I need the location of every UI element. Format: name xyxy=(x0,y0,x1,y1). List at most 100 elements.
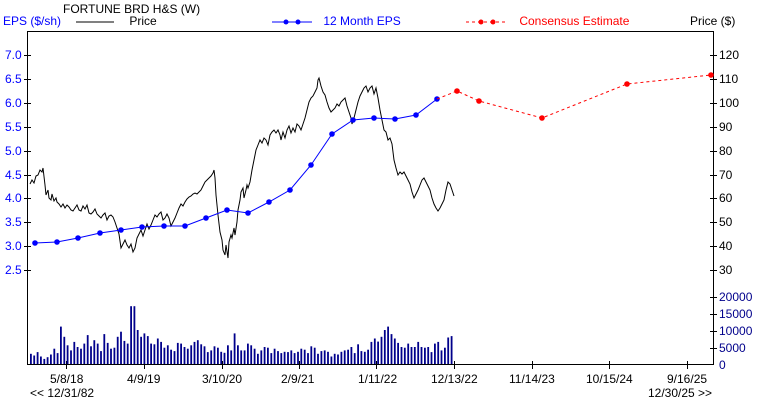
volume-bar xyxy=(203,346,206,364)
volume-bar xyxy=(230,350,233,364)
back-nav-link[interactable]: << 12/31/82 xyxy=(30,386,95,400)
volume-bar xyxy=(397,342,399,364)
volume-bar xyxy=(347,349,349,364)
volume-bar xyxy=(343,350,346,364)
volume-bar xyxy=(100,351,102,364)
volume-bar xyxy=(340,351,343,364)
eps-tick: 2.5 xyxy=(5,263,22,277)
volume-bar xyxy=(73,341,76,364)
volume-bar xyxy=(450,336,453,364)
volume-bar xyxy=(323,350,326,364)
volume-bar xyxy=(300,348,303,364)
volume-bar xyxy=(210,350,213,364)
volume-bar xyxy=(363,351,366,364)
eps-tick: 3.0 xyxy=(5,239,22,253)
volume-bar xyxy=(150,343,152,364)
volume-bar xyxy=(217,347,219,364)
volume-bar xyxy=(196,340,199,364)
volume-bar xyxy=(76,347,79,364)
volume-bar xyxy=(437,341,440,364)
volume-bar xyxy=(80,348,82,364)
volume-bar xyxy=(260,350,263,364)
price-tick: 90 xyxy=(719,120,733,134)
eps-tick: 6.0 xyxy=(5,96,22,110)
volume-bar xyxy=(60,326,62,364)
volume-bar xyxy=(220,351,223,364)
volume-tick: 20000 xyxy=(719,290,753,304)
volume-bar xyxy=(133,306,136,364)
volume-bar xyxy=(233,333,236,364)
consensus-points xyxy=(454,72,714,121)
volume-bar xyxy=(283,351,286,364)
price-tick: 80 xyxy=(719,144,733,158)
volume-bar xyxy=(70,350,72,364)
eps-tick: 4.0 xyxy=(5,191,22,205)
volume-bar xyxy=(240,350,243,364)
volume-bar xyxy=(200,344,203,364)
eps-tick: 7.0 xyxy=(5,48,22,62)
legend-consensus-label: Consensus Estimate xyxy=(519,14,630,28)
x-tick: 9/16/25 xyxy=(667,372,708,386)
volume-bar xyxy=(66,345,69,364)
volume-bar xyxy=(160,341,162,364)
volume-bar xyxy=(380,336,383,364)
x-tick: 1/11/22 xyxy=(358,372,398,386)
eps-tick: 3.5 xyxy=(5,215,22,229)
volume-bar xyxy=(183,347,186,364)
legend-eps: 12 Month EPS xyxy=(272,14,401,29)
volume-bar xyxy=(280,353,283,364)
volume-bar xyxy=(330,356,333,364)
volume-bar xyxy=(310,346,313,364)
volume-bar xyxy=(166,345,169,364)
volume-bar xyxy=(350,347,353,364)
volume-bar xyxy=(53,348,56,364)
volume-bar xyxy=(333,353,336,364)
volume-bar xyxy=(420,347,423,364)
volume-bar xyxy=(63,336,66,364)
volume-bar xyxy=(407,343,410,364)
volume-bar xyxy=(33,355,36,364)
volume-bar xyxy=(430,352,433,364)
x-tick: 12/13/22 xyxy=(431,372,478,386)
price-line-icon xyxy=(76,21,114,23)
volume-bar xyxy=(263,347,266,364)
volume-bar xyxy=(170,349,172,364)
x-tick: 4/9/19 xyxy=(127,372,161,386)
volume-bar xyxy=(186,348,189,364)
consensus-dash-dot-icon xyxy=(466,19,506,25)
price-tick: 60 xyxy=(719,191,733,205)
volume-bar xyxy=(360,351,363,364)
volume-bar xyxy=(293,353,296,364)
legend-price-label: Price xyxy=(129,14,157,28)
volume-bar xyxy=(327,351,329,364)
price-tick: 40 xyxy=(719,239,733,253)
volume-tick: 5000 xyxy=(719,341,746,355)
x-axis-ticks xyxy=(66,361,688,369)
volume-bar xyxy=(193,341,196,364)
volume-bar xyxy=(353,353,356,364)
volume-bar xyxy=(307,353,309,364)
volume-bar xyxy=(156,338,159,364)
volume-bar xyxy=(153,344,156,364)
price-tick: 50 xyxy=(719,215,733,229)
volume-bar xyxy=(126,343,129,364)
volume-bar xyxy=(90,346,92,364)
eps-tick: 6.5 xyxy=(5,72,22,86)
volume-bar xyxy=(317,353,319,364)
volume-bar xyxy=(130,306,132,364)
volume-bar xyxy=(116,336,119,364)
volume-bar xyxy=(103,334,106,364)
consensus-line xyxy=(436,74,712,119)
volume-bar xyxy=(93,340,96,364)
x-tick: 10/15/24 xyxy=(586,372,633,386)
volume-tick: 10000 xyxy=(719,324,753,338)
volume-bar xyxy=(43,358,46,364)
volume-bar xyxy=(303,349,306,364)
x-tick: 5/8/18 xyxy=(50,372,84,386)
volume-bar xyxy=(357,344,359,364)
forward-nav-link[interactable]: 12/30/25 >> xyxy=(648,386,713,400)
price-tick: 110 xyxy=(719,72,739,86)
eps-tick: 5.0 xyxy=(5,144,22,158)
x-tick: 11/14/23 xyxy=(509,372,555,386)
